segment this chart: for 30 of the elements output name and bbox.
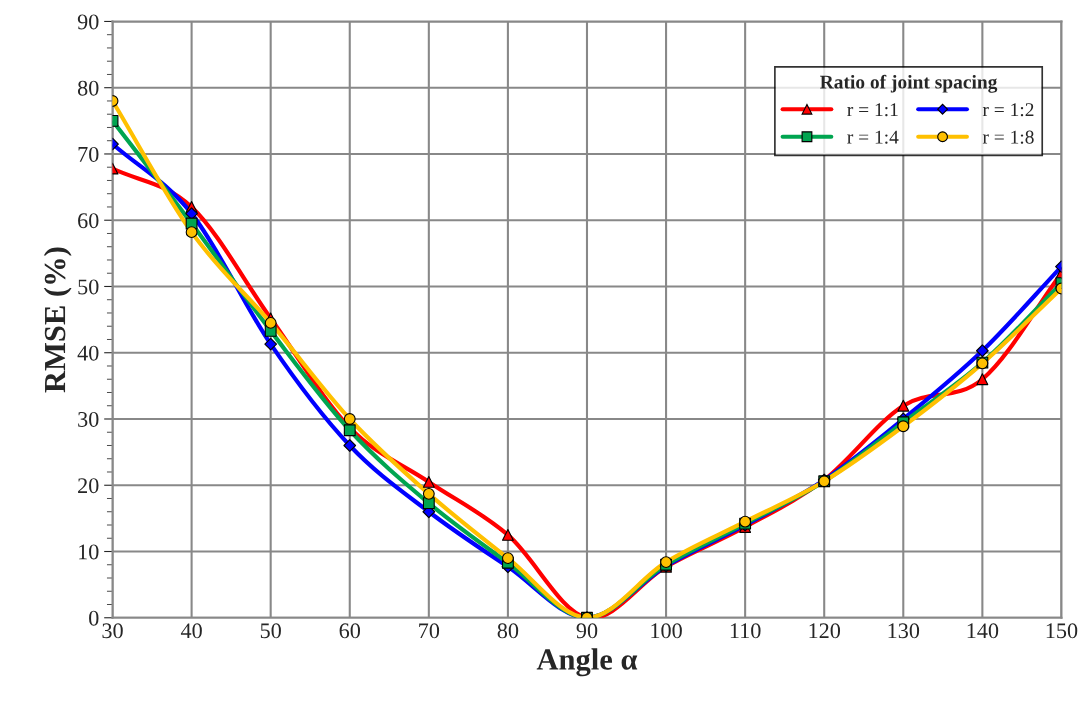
x-tick-label: 70: [419, 623, 440, 639]
y-tick-label: 20: [78, 478, 99, 494]
y-tick-label: 80: [77, 80, 99, 96]
x-tick-label: 90: [576, 623, 598, 639]
y-tick-label: 60: [78, 213, 99, 229]
x-tick-label: 30: [102, 623, 123, 639]
y-tick-label: 90: [77, 14, 99, 30]
legend-label: r = 1:2: [982, 103, 1034, 117]
legend-label: r = 1:4: [847, 130, 899, 144]
legend-title: Ratio of joint spacing: [820, 74, 998, 93]
x-tick-label: 110: [730, 623, 761, 639]
y-tick-label: 40: [77, 345, 99, 361]
x-tick-label: 50: [260, 623, 281, 639]
y-tick-label: 10: [79, 544, 99, 560]
x-tick-label: 40: [180, 623, 202, 639]
legend-label: r = 1:8: [982, 130, 1034, 144]
legend-label: r = 1:1: [847, 103, 898, 117]
y-axis-title: RMSE (%): [43, 247, 72, 393]
x-tick-label: 140: [967, 623, 999, 639]
x-tick-label: 150: [1046, 623, 1078, 639]
x-tick-label: 60: [339, 623, 361, 639]
x-tick-label: 120: [809, 623, 841, 639]
x-tick-label: 80: [497, 623, 519, 639]
x-tick-label: 100: [651, 623, 682, 639]
y-tick-label: 30: [78, 411, 99, 427]
y-tick-label: 0: [89, 610, 99, 626]
y-tick-label: 50: [78, 279, 99, 295]
x-axis-title: Angle α: [536, 648, 638, 677]
y-tick-label: 70: [78, 146, 99, 162]
x-tick-label: 130: [888, 623, 920, 639]
